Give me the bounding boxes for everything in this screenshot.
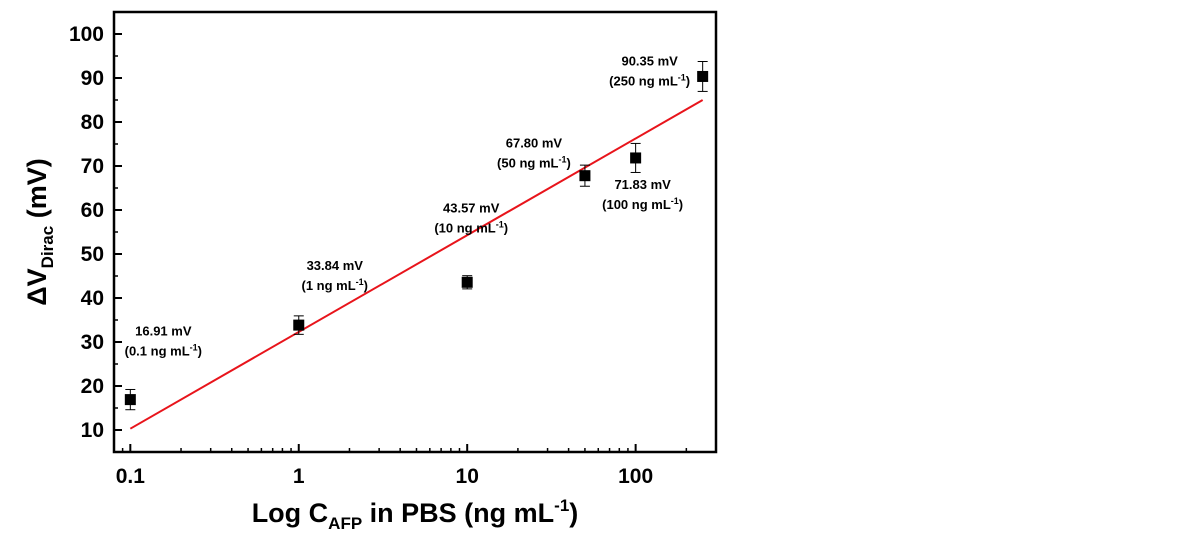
point-concentration-end: ): [364, 278, 368, 293]
y-axis-title-rest: (mV): [22, 158, 52, 226]
y-tick-label: 20: [81, 375, 104, 398]
y-tick-label: 80: [81, 111, 104, 134]
point-concentration-text: (1 ng mL: [301, 278, 355, 293]
x-axis-title-end: ): [569, 498, 578, 528]
point-concentration-sup: -1: [190, 343, 198, 353]
y-axis-title-sub: Dirac: [38, 226, 57, 269]
y-tick-label: 30: [81, 331, 104, 354]
data-point-marker: [697, 70, 709, 82]
point-concentration-text: (0.1 ng mL: [125, 344, 190, 359]
x-tick-label: 1: [293, 465, 305, 488]
axis-ticks-layer: 10 20 30 40 50 60 70 80 90 100 0.1 1 10 100: [69, 23, 688, 488]
point-concentration-text: (50 ng mL: [497, 156, 558, 171]
x-axis-title-sup: -1: [554, 496, 569, 515]
point-concentration-end: ): [504, 220, 508, 235]
point-labels-layer: 16.91 mV(0.1 ng mL-1)33.84 mV(1 ng mL-1)…: [125, 53, 691, 358]
y-axis-title-main: ΔV: [22, 268, 52, 305]
data-point-marker: [293, 319, 305, 331]
y-axis-title: ΔVDirac (mV): [22, 158, 57, 305]
x-axis-title-main: Log C: [252, 498, 328, 528]
point-concentration-end: ): [679, 197, 683, 212]
point-concentration-sup: -1: [356, 277, 364, 287]
point-concentration-sup: -1: [671, 196, 679, 206]
x-axis-title-rest: in PBS (ng mL: [362, 498, 554, 528]
point-concentration-label: (50 ng mL-1): [497, 155, 571, 171]
point-value-label: 16.91 mV: [135, 324, 192, 339]
point-concentration-text: (100 ng mL: [602, 197, 671, 212]
point-concentration-label: (100 ng mL-1): [602, 196, 683, 212]
point-concentration-text: (250 ng mL: [609, 73, 678, 88]
y-tick-label: 100: [69, 23, 104, 46]
data-point-marker: [630, 152, 642, 164]
point-concentration-label: (1 ng mL-1): [301, 277, 368, 293]
data-point-marker: [124, 394, 136, 406]
x-tick-label: 100: [618, 465, 653, 488]
data-point-marker: [579, 170, 591, 182]
point-concentration-sup: -1: [558, 155, 566, 165]
point-concentration-end: ): [198, 344, 202, 359]
x-axis-title: Log CAFP in PBS (ng mL-1): [252, 496, 579, 533]
point-value-label: 71.83 mV: [614, 177, 671, 192]
point-concentration-label: (250 ng mL-1): [609, 72, 690, 88]
point-value-label: 90.35 mV: [621, 53, 678, 68]
y-tick-label: 60: [81, 199, 104, 222]
point-concentration-text: (10 ng mL: [434, 220, 495, 235]
point-concentration-label: (0.1 ng mL-1): [125, 343, 202, 359]
y-tick-label: 10: [81, 419, 104, 442]
point-value-label: 33.84 mV: [307, 258, 364, 273]
data-points-layer: [124, 61, 709, 411]
y-tick-label: 50: [81, 243, 104, 266]
y-tick-label: 70: [81, 155, 104, 178]
y-tick-label: 90: [81, 67, 104, 90]
y-tick-label: 40: [81, 287, 104, 310]
x-tick-label: 10: [456, 465, 479, 488]
point-concentration-label: (10 ng mL-1): [434, 219, 508, 235]
linear-fit-line: [129, 99, 704, 430]
fit-line-layer: [129, 99, 704, 430]
point-concentration-sup: -1: [678, 72, 686, 82]
point-value-label: 67.80 mV: [506, 136, 563, 151]
x-axis-title-sub: AFP: [328, 514, 362, 533]
x-tick-label: 0.1: [116, 465, 146, 488]
point-concentration-end: ): [686, 73, 690, 88]
data-point-marker: [461, 276, 473, 288]
point-value-label: 43.57 mV: [443, 200, 500, 215]
point-concentration-sup: -1: [496, 219, 504, 229]
point-concentration-end: ): [566, 156, 570, 171]
